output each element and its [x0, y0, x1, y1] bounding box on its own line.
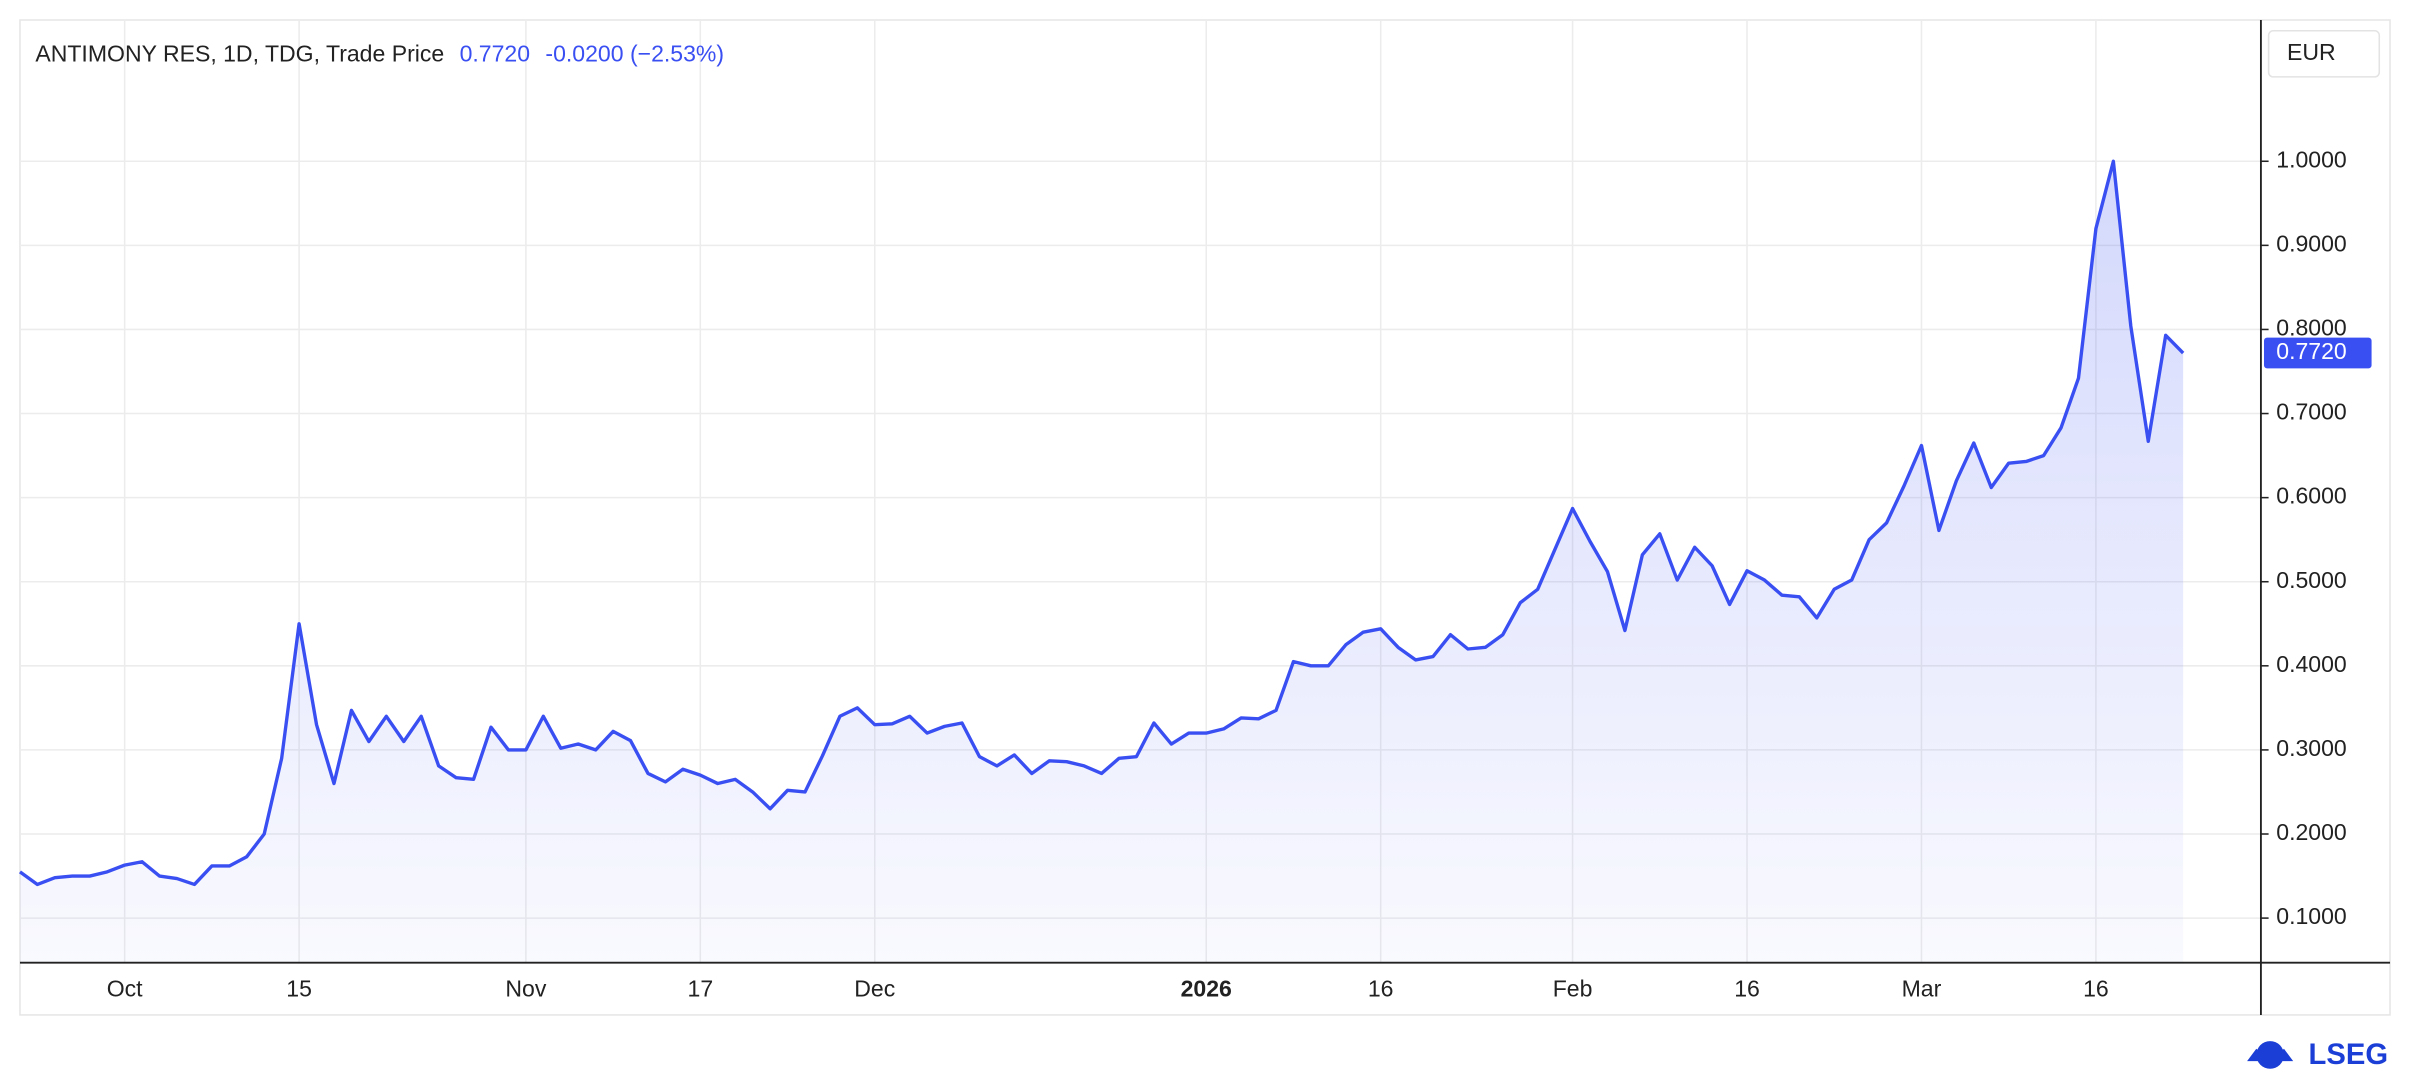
- x-tick-label: 16: [1368, 975, 1394, 1001]
- y-tick-label: 0.7000: [2276, 399, 2346, 425]
- x-tick-label: 15: [286, 975, 312, 1001]
- y-tick-label: 0.5000: [2276, 567, 2346, 593]
- y-tick-label: 0.8000: [2276, 315, 2346, 341]
- x-tick-label: 2026: [1181, 975, 1232, 1001]
- y-tick-label: 0.9000: [2276, 230, 2346, 256]
- area: [19, 161, 2184, 963]
- brand-logo: LSEG: [2247, 1039, 2388, 1071]
- last-price-tag: [2263, 337, 2372, 369]
- x-tick-label: Feb: [1553, 975, 1593, 1001]
- currency-box[interactable]: [2267, 29, 2381, 78]
- price-change: -0.0200 (−2.53%): [545, 40, 724, 66]
- last-price: 0.7720: [460, 40, 530, 66]
- chart-frame: [19, 19, 2391, 1016]
- x-tick-label: 16: [2083, 975, 2109, 1001]
- y-tick-label: 0.2000: [2276, 819, 2346, 845]
- labels: 0.1000 0.2000 0.3000 0.4000 0.5000 0.6000 0.70…: [107, 146, 2372, 1001]
- last-price-tag-label: 0.7720: [2276, 338, 2346, 364]
- x-tick-label: Dec: [854, 975, 895, 1001]
- y-tick-label: 0.1000: [2276, 903, 2346, 929]
- title-text: ANTIMONY RES, 1D, TDG, Trade Price: [35, 40, 444, 66]
- y-tick-label: 0.4000: [2276, 651, 2346, 677]
- x-tick-label: Oct: [107, 975, 143, 1001]
- logo-icon-crown: [2247, 1042, 2294, 1062]
- y-tick-label: 1.0000: [2276, 146, 2346, 172]
- plot: [18, 159, 2185, 963]
- brand: LSEG: [2309, 1039, 2388, 1071]
- x-tick-label: Mar: [1902, 975, 1942, 1001]
- y-tick-label: 0.6000: [2276, 483, 2346, 509]
- chart-title: ANTIMONY RES, 1D, TDG, Trade Price 0.7720…: [35, 40, 724, 66]
- price-line: [18, 159, 2185, 887]
- x-tick-label: 16: [1734, 975, 1760, 1001]
- x-tick-label: 17: [688, 975, 714, 1001]
- currency[interactable]: EUR: [2287, 39, 2336, 65]
- y-tick-label: 0.3000: [2276, 735, 2346, 761]
- x-tick-label: Nov: [505, 975, 546, 1001]
